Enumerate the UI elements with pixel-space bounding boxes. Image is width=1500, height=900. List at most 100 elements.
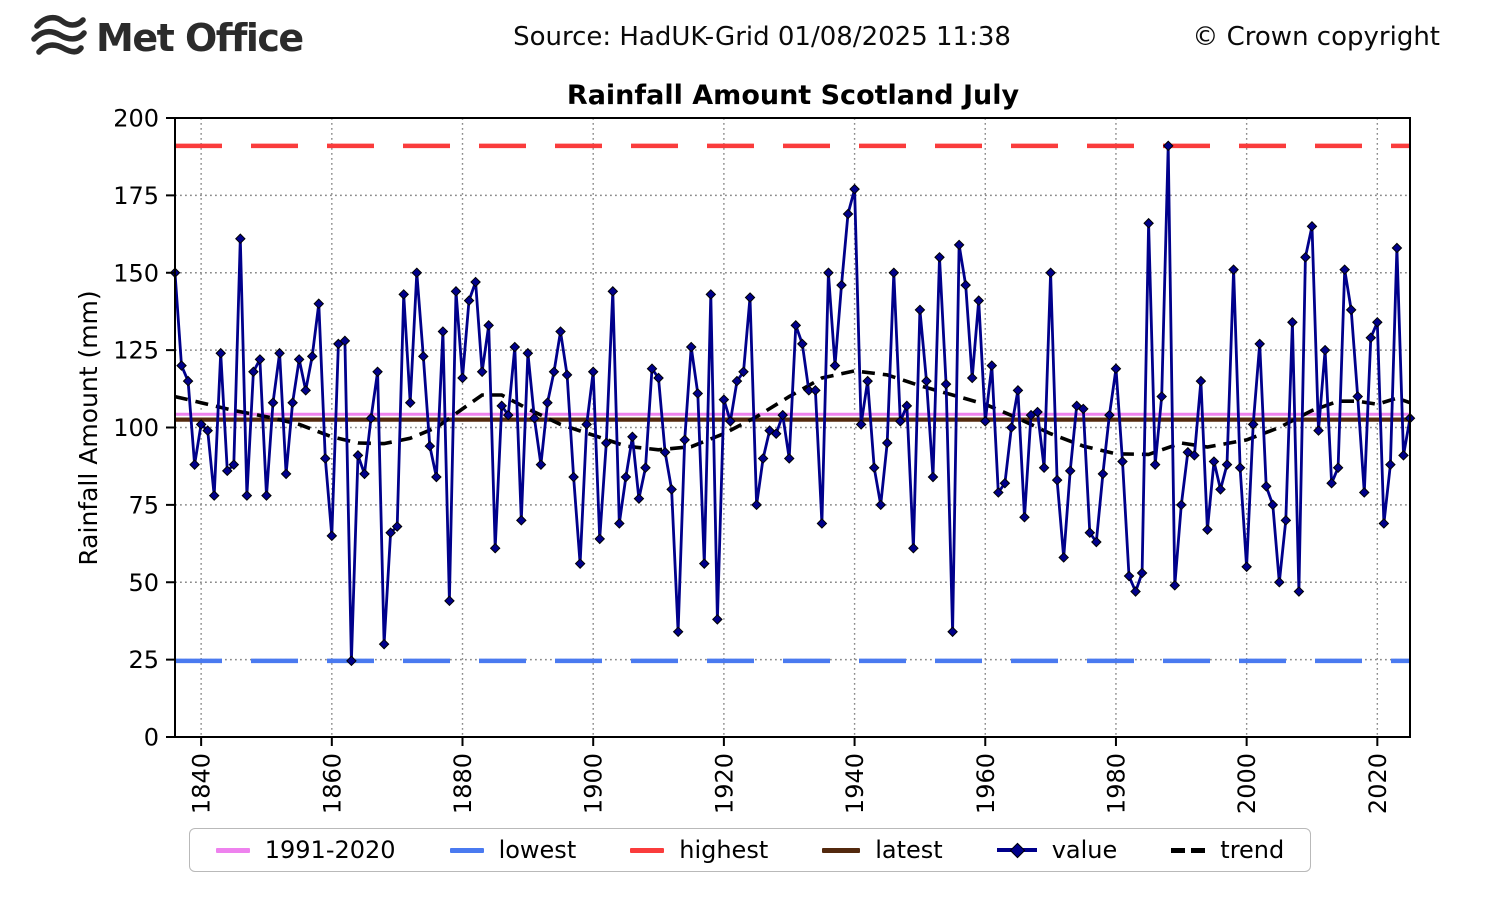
value-point (1208, 456, 1220, 467)
legend-item-1991-2020: 1991-2020 (215, 836, 396, 864)
value-point (1326, 477, 1337, 489)
x-tick-label-group: 1900 (580, 753, 608, 814)
value-point (1221, 459, 1233, 470)
value-point (509, 341, 521, 353)
value-point (463, 295, 475, 306)
value-point (417, 351, 429, 362)
value-point (901, 400, 913, 412)
value-point (1215, 484, 1226, 495)
legend-label: latest (875, 836, 943, 864)
value-point (875, 499, 887, 511)
source-text: Source: HadUK-Grid 01/08/2025 11:38 (513, 22, 1011, 52)
value-point (568, 471, 579, 483)
value-point (221, 465, 233, 477)
value-point (372, 366, 383, 378)
value-point (1051, 474, 1063, 486)
value-point (1247, 419, 1259, 430)
legend-item-latest: latest (822, 836, 943, 864)
value-point (646, 363, 658, 375)
trend-line (174, 369, 1411, 457)
value-point (1071, 400, 1083, 412)
value-point (973, 295, 985, 306)
value-point (1169, 580, 1181, 591)
value-point (404, 397, 416, 409)
value-point (829, 360, 841, 371)
legend-label: lowest (498, 836, 577, 864)
value-point (208, 490, 220, 501)
x-tick-label: 1880 (449, 753, 477, 814)
value-point (450, 286, 462, 297)
x-tick-label: 1860 (318, 753, 346, 814)
value-point (1110, 363, 1122, 375)
value-point (1019, 511, 1030, 523)
value-point (300, 385, 311, 396)
value-point (385, 527, 396, 539)
x-tick-label: 1840 (188, 753, 216, 814)
value-point (313, 298, 325, 310)
legend-swatch-highest-icon (630, 847, 665, 853)
value-point (1274, 576, 1285, 588)
value-point (1365, 332, 1377, 344)
y-tick-label: 50 (128, 569, 159, 597)
y-axis-label: Rainfall Amount (mm) (74, 290, 103, 565)
value-point (359, 468, 370, 480)
value-point (895, 416, 906, 427)
x-tick-label-group: 1840 (188, 753, 216, 814)
value-point (489, 542, 501, 554)
met-office-logo-text: Met Office (96, 16, 304, 60)
met-office-waves-icon (31, 14, 87, 55)
value-point (1032, 406, 1043, 418)
value-point (365, 412, 377, 424)
legend-swatch-1991-2020-icon (215, 847, 250, 853)
value-point (1038, 462, 1050, 474)
value-point (470, 276, 481, 288)
value-point (1202, 524, 1213, 535)
met-office-logo: Met Office (30, 12, 304, 64)
value-point (241, 490, 253, 501)
value-point (1045, 267, 1056, 279)
chart-title: Rainfall Amount Scotland July (566, 80, 1020, 111)
value-point (411, 267, 423, 279)
value-point (202, 425, 213, 436)
value-point (1156, 391, 1167, 402)
y-tick-label: 25 (128, 646, 159, 674)
legend-swatch-lowest-icon (449, 847, 484, 853)
value-point (855, 419, 867, 430)
value-point (881, 437, 893, 449)
value-point (587, 366, 599, 378)
value-point (1006, 422, 1017, 433)
value-point (529, 412, 540, 424)
x-tick-label-group: 2020 (1364, 753, 1392, 814)
value-point (790, 320, 802, 331)
value-point (921, 375, 932, 387)
value-point (594, 533, 606, 545)
value-point (816, 518, 828, 529)
value-point (1378, 518, 1390, 529)
value-point (770, 428, 782, 439)
value-point (1358, 487, 1370, 498)
value-point (248, 366, 259, 378)
value-point (679, 434, 690, 446)
legend-swatch-latest-icon (822, 847, 861, 853)
x-tick-label-group: 2000 (1233, 753, 1261, 814)
x-tick-label-group: 1960 (972, 753, 1000, 814)
value-point (1332, 462, 1344, 474)
value-point (1306, 221, 1318, 232)
value-point (940, 378, 952, 390)
value-point (1117, 456, 1128, 467)
y-tick-label: 150 (113, 259, 159, 287)
legend-item-highest: highest (630, 836, 768, 864)
value-point (849, 183, 860, 195)
value-point (725, 416, 736, 427)
value-point (522, 347, 534, 359)
value-point (561, 369, 573, 381)
x-tick-label: 1960 (972, 753, 1000, 814)
x-tick-label-group: 1980 (1102, 753, 1130, 814)
value-point (908, 542, 919, 554)
value-point (1260, 480, 1272, 492)
value-point (698, 558, 710, 569)
value-point (1012, 385, 1024, 396)
value-point (836, 279, 847, 291)
legend-item-value: value (996, 836, 1117, 864)
